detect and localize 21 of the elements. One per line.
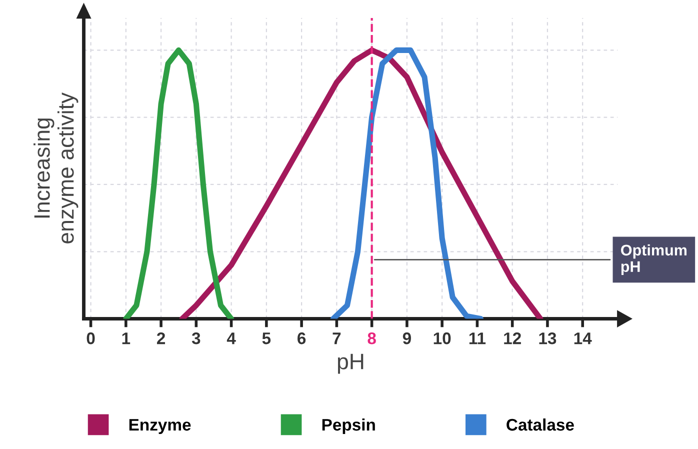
x-tick-label: 14 [574,332,592,344]
x-tick-label: 0 [86,332,95,344]
x-tick-label: 6 [298,332,306,344]
x-tick-label: 9 [402,332,411,344]
x-tick-label: 12 [504,332,521,344]
legend-label: Catalase [506,418,574,431]
x-tick-label: 3 [192,332,200,344]
x-tick-label: 2 [156,332,166,344]
legend-label: Enzyme [129,419,191,434]
legend-label: Pepsin [322,418,375,434]
x-tick-label: 7 [332,332,341,344]
x-tick-label: 13 [539,332,556,344]
x-tick-label: 8 [368,332,376,344]
x-tick-label: 4 [226,332,236,344]
x-tick-label: 11 [469,332,486,344]
y-axis-title: Increasing enzyme activity [34,92,78,244]
x-tick-label: 10 [434,332,451,344]
x-tick-label: 1 [122,332,130,344]
annotation: Optimum pH [621,244,686,276]
x-axis-title: pH [338,354,364,374]
x-tick-label: 5 [262,332,271,344]
